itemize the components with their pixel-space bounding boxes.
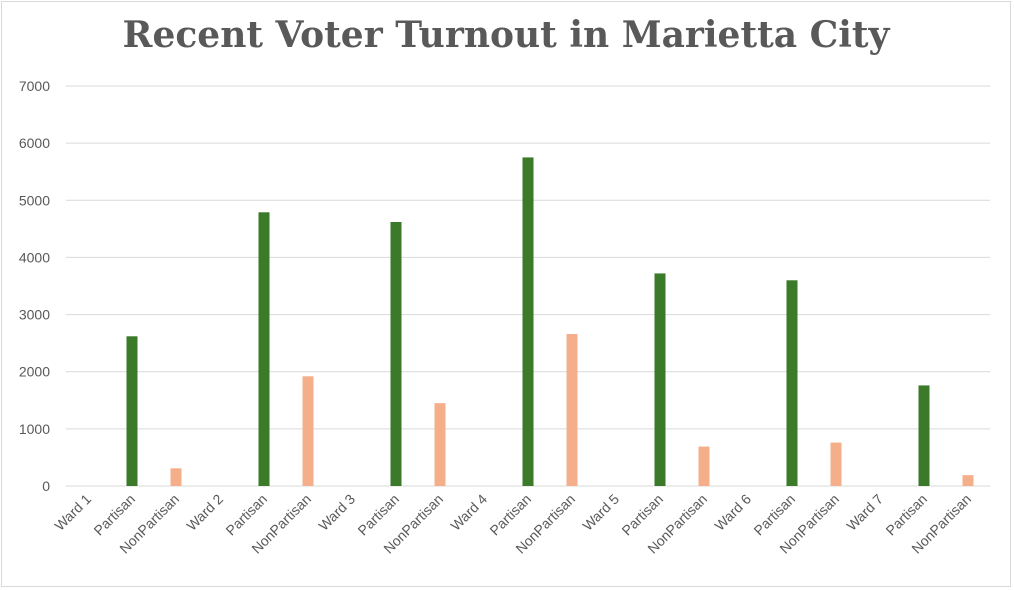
bar-partisan (126, 336, 138, 486)
bar-nonpartisan (830, 442, 842, 486)
y-tick-label: 6000 (19, 135, 50, 151)
x-tick-label: Ward 3 (315, 491, 358, 534)
bar-partisan (522, 157, 534, 486)
bar-nonpartisan (566, 334, 578, 486)
bar-nonpartisan (962, 475, 974, 486)
x-tick-label: Ward 7 (843, 491, 886, 534)
bar-partisan (786, 280, 798, 486)
chart-title: Recent Voter Turnout in Marietta City (122, 14, 890, 56)
x-tick-label: Ward 1 (51, 491, 94, 534)
x-tick-label: Ward 6 (711, 491, 754, 534)
y-tick-label: 0 (42, 478, 50, 494)
bars (126, 157, 974, 487)
y-tick-label: 4000 (19, 249, 50, 265)
bar-partisan (390, 222, 402, 486)
bar-nonpartisan (698, 446, 710, 486)
bar-nonpartisan (434, 403, 446, 486)
y-tick-label: 5000 (19, 192, 50, 208)
bar-nonpartisan (170, 468, 182, 486)
y-tick-label: 7000 (19, 78, 50, 94)
x-tick-label: Ward 4 (447, 491, 490, 534)
x-tick-label: Ward 5 (579, 491, 622, 534)
bar-partisan (258, 212, 270, 487)
y-tick-label: 3000 (19, 307, 50, 323)
y-tick-label: 1000 (19, 421, 50, 437)
y-axis-ticks: 0 1000 2000 3000 4000 5000 6000 7000 (19, 78, 50, 494)
x-tick-label: Ward 2 (183, 491, 226, 534)
bar-nonpartisan (302, 376, 314, 486)
bar-partisan (918, 385, 930, 486)
y-tick-label: 2000 (19, 364, 50, 380)
bar-partisan (654, 273, 666, 486)
